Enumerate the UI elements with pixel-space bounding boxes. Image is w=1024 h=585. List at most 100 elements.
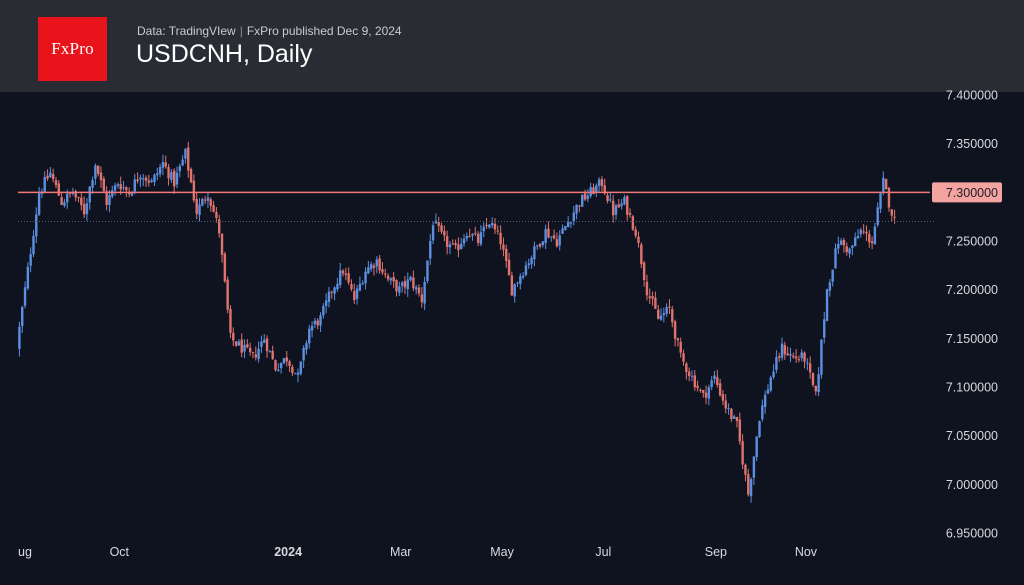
candle-body [77,196,80,198]
candle-body [476,233,480,243]
candle-body [400,282,404,286]
candle-body [451,243,454,245]
candle-body [634,229,637,236]
candle-body [29,254,32,266]
candle-body [741,441,744,465]
candle-body [395,280,398,292]
candle-body [189,168,193,183]
candle-body [32,235,35,255]
candle-body [223,253,227,282]
candle-body [97,165,100,174]
candle-body [296,372,300,375]
candle-body [724,400,727,409]
candle-body [676,338,680,341]
candle-body [524,265,528,276]
candle-body [184,148,187,159]
candle-body [406,279,409,290]
candle-body [167,167,170,179]
candle-body [628,213,632,215]
candle-body [23,287,27,306]
candle-body [71,192,75,194]
level-price-label-bg [932,182,1002,203]
candle-body [420,294,424,303]
candle-body [187,147,190,171]
candle-body [414,287,418,290]
x-tick-label: May [490,545,514,559]
candle-body [530,257,533,265]
candle-body [544,229,547,244]
candle-body [853,237,857,247]
y-tick-label: 7.050000 [946,429,998,443]
candle-body [721,394,725,401]
candle-body [763,394,767,408]
candle-body [457,244,460,251]
candle-body [21,307,24,327]
candle-body [299,361,303,374]
candle-body [699,389,702,391]
candle-body [291,366,294,374]
candle-body [488,224,491,228]
candle-body [837,243,840,249]
candle-body [744,464,747,475]
candle-body [431,225,435,241]
candle-body [364,271,367,284]
candle-body [218,219,221,234]
candle-body [870,241,874,244]
candle-body [308,328,311,344]
candle-body [265,338,269,352]
candle-body [502,244,505,250]
y-tick-label: 7.100000 [946,381,998,395]
candle-body [113,185,117,191]
candle-body [285,357,288,362]
candle-body [429,241,432,259]
candle-body [136,179,139,182]
candle-body [527,263,530,265]
candle-body [696,385,699,389]
candle-body [572,212,575,222]
candle-body [617,204,621,208]
candle-body [718,383,722,396]
candle-body [102,178,106,192]
candle-body [336,283,339,290]
candle-body [203,199,207,201]
candle-body [792,355,795,358]
overlays-layer [18,191,934,223]
candle-body [842,240,846,246]
candle-body [144,177,148,181]
candle-body [603,185,606,194]
candle-body [35,214,38,237]
candle-body [201,198,204,206]
candle-body [324,300,328,306]
chart-header: FxPro Data: TradingVIew | FxPro published … [0,0,1024,92]
candle-body [347,273,350,283]
candle-body [192,180,196,201]
candle-body [823,319,826,338]
candle-body [800,352,803,359]
candle-body [541,241,545,245]
candle-body [516,282,519,284]
candle-body [732,416,736,419]
candle-body [243,344,246,352]
candle-body [398,286,401,293]
candle-body [893,216,896,218]
candle-body [172,170,176,187]
candle-body [361,283,364,285]
candle-body [423,281,426,304]
candle-body [392,277,395,282]
candle-body [834,248,837,269]
candle-body [358,283,362,291]
candle-body [609,199,612,201]
candle-body [752,456,756,478]
candle-body [775,357,778,370]
candle-body [583,193,587,200]
candle-body [468,235,471,238]
candle-body [552,235,556,239]
candle-body [716,377,719,385]
candle-body [99,172,103,181]
candle-body [887,187,891,208]
candle-body [707,387,711,399]
candle-body [848,248,851,254]
candle-body [673,321,677,339]
candle-body [648,296,651,298]
candle-body [738,419,742,442]
